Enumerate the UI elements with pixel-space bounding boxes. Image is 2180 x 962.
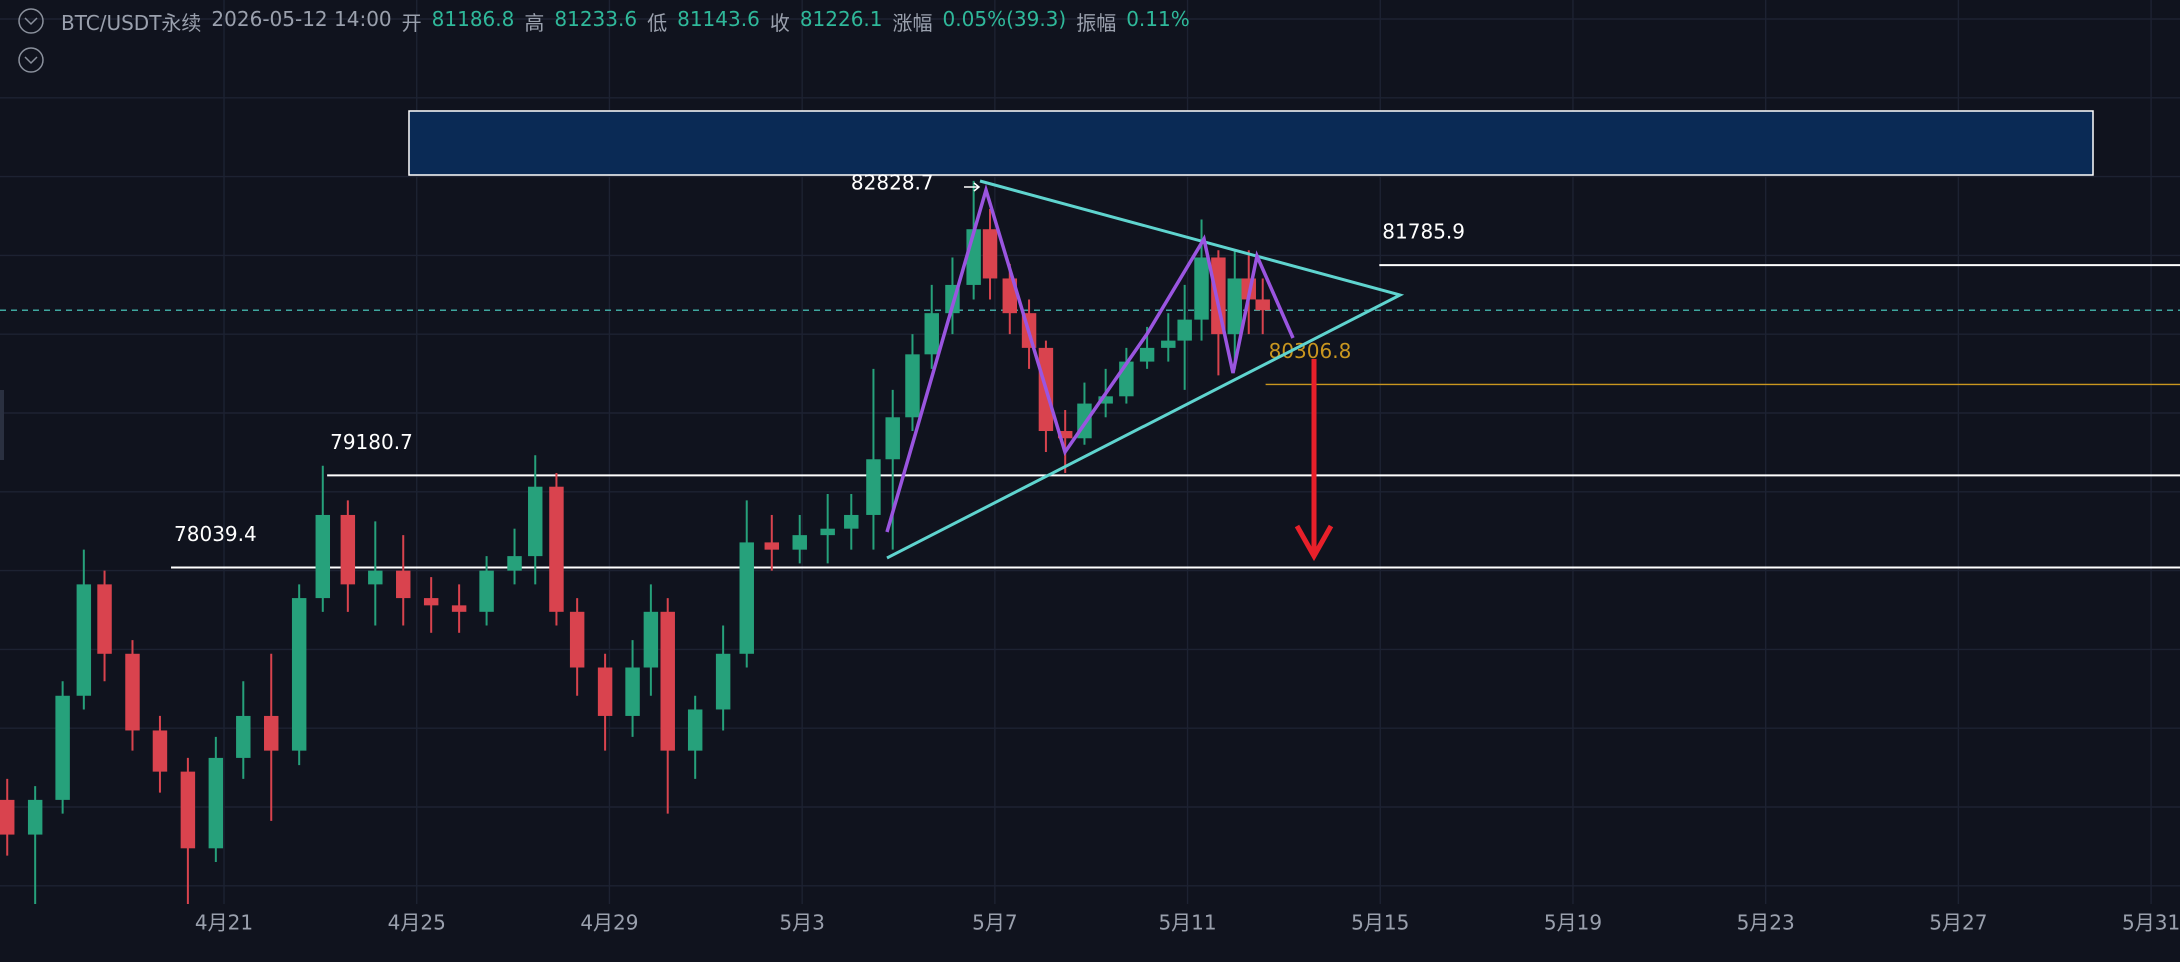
x-tick-label: 5月19	[1544, 911, 1602, 935]
candle-body	[76, 584, 92, 696]
price-line-label: 80306.8	[1269, 339, 1352, 363]
candle-body	[715, 653, 731, 710]
candle-body	[55, 695, 70, 800]
triangle	[886, 179, 1405, 560]
side-handle	[0, 390, 4, 460]
high-label: 82828.7	[851, 170, 934, 194]
field-label: 低	[647, 11, 668, 35]
x-axis: 4月21 4月25 4月29 5月3 5月7 5月11 5月15 5月19 5月23 5月27 5月…	[195, 911, 2180, 935]
candle-body	[739, 542, 754, 654]
candle-body	[479, 570, 494, 612]
candle-body	[528, 486, 543, 557]
x-tick-label: 4月29	[580, 911, 638, 935]
field-label: 振幅	[1076, 11, 1117, 35]
candle-body	[507, 556, 522, 571]
candle-body	[660, 611, 675, 751]
candle-body	[844, 514, 859, 529]
candle-body	[597, 667, 613, 716]
price-line-label: 81785.9	[1382, 220, 1465, 244]
candles	[0, 180, 1270, 904]
expand-chevron	[24, 56, 38, 65]
symbol: BTC/USDT永续	[61, 11, 202, 35]
collapse-icon[interactable]	[18, 8, 44, 34]
candle-body	[152, 730, 168, 772]
candle-body	[982, 229, 998, 279]
candle-body	[1057, 431, 1073, 439]
field-value: 81143.6	[677, 7, 760, 31]
candle-body	[125, 653, 140, 731]
x-tick-label: 5月23	[1737, 911, 1795, 935]
candle-body	[569, 611, 585, 668]
candle-body	[1255, 299, 1270, 311]
field-value: 81226.1	[799, 7, 883, 31]
field-label: 高	[524, 11, 545, 35]
field-value: 81186.8	[431, 7, 515, 31]
candle-body	[1139, 347, 1155, 362]
candle-body	[1002, 278, 1018, 314]
high-arrow-head	[973, 182, 981, 192]
header: BTC/USDT永续 2026-05-12 14:00 开 81186.8 高 812…	[61, 7, 1190, 36]
candle-body	[236, 715, 251, 758]
candle-body	[1098, 396, 1113, 404]
x-tick-label: 5月3	[779, 911, 824, 935]
candle-body	[820, 528, 835, 536]
candle-body	[27, 799, 43, 835]
candle-body	[180, 771, 196, 849]
price-line-label: 78039.4	[174, 522, 257, 546]
candle-body	[0, 799, 15, 835]
candle-body	[792, 535, 807, 550]
candle-body	[291, 598, 307, 751]
candle-body	[1119, 361, 1134, 397]
collapse-chevron	[24, 17, 38, 26]
candle-body	[625, 667, 640, 716]
candle-body	[549, 486, 564, 612]
down-arrow-head	[1294, 524, 1334, 562]
candle-body	[1227, 278, 1242, 335]
x-tick-label: 5月27	[1929, 911, 1987, 935]
x-tick-label: 5月31	[2122, 911, 2180, 935]
candle-body	[764, 542, 780, 550]
expand-icon[interactable]	[18, 47, 44, 73]
field-label: 涨幅	[892, 11, 933, 35]
price-lines: 81785.9 79180.7 78039.4 80306.8 82828.7	[0, 170, 2180, 569]
x-tick-label: 4月21	[195, 911, 253, 935]
candle-body	[1194, 257, 1209, 320]
candle-body	[643, 611, 659, 668]
candle-body	[905, 354, 920, 418]
candle-body	[924, 313, 939, 355]
field-value: 0.05%(39.3)	[942, 7, 1067, 31]
candle-body	[208, 757, 224, 849]
candle-body	[396, 570, 411, 599]
candle-body	[451, 605, 467, 612]
zigzag	[885, 183, 1295, 533]
candle-body	[866, 459, 881, 515]
candle-body	[264, 715, 279, 751]
price-line-label: 79180.7	[330, 430, 413, 454]
field-value: 0.11%	[1126, 7, 1190, 31]
candle-body	[687, 709, 703, 751]
candle-body	[1177, 319, 1192, 341]
candle-body	[368, 570, 383, 585]
field-value: 81233.6	[554, 7, 638, 31]
candle-body	[423, 598, 439, 606]
x-tick-label: 4月25	[388, 911, 446, 935]
candle-body	[885, 417, 900, 460]
candle-body	[97, 584, 112, 654]
candle-body	[340, 514, 356, 585]
x-tick-label: 5月11	[1158, 911, 1216, 935]
candle-body	[315, 514, 331, 599]
candle-body	[1161, 340, 1176, 348]
field-label: 收	[769, 11, 790, 35]
zone-box	[408, 110, 2094, 176]
drawings	[0, 8, 1405, 562]
time: 2026-05-12 14:00	[211, 7, 392, 31]
x-tick-label: 5月7	[972, 911, 1017, 935]
field-label: 开	[401, 11, 422, 35]
x-tick-label: 5月15	[1351, 911, 1409, 935]
